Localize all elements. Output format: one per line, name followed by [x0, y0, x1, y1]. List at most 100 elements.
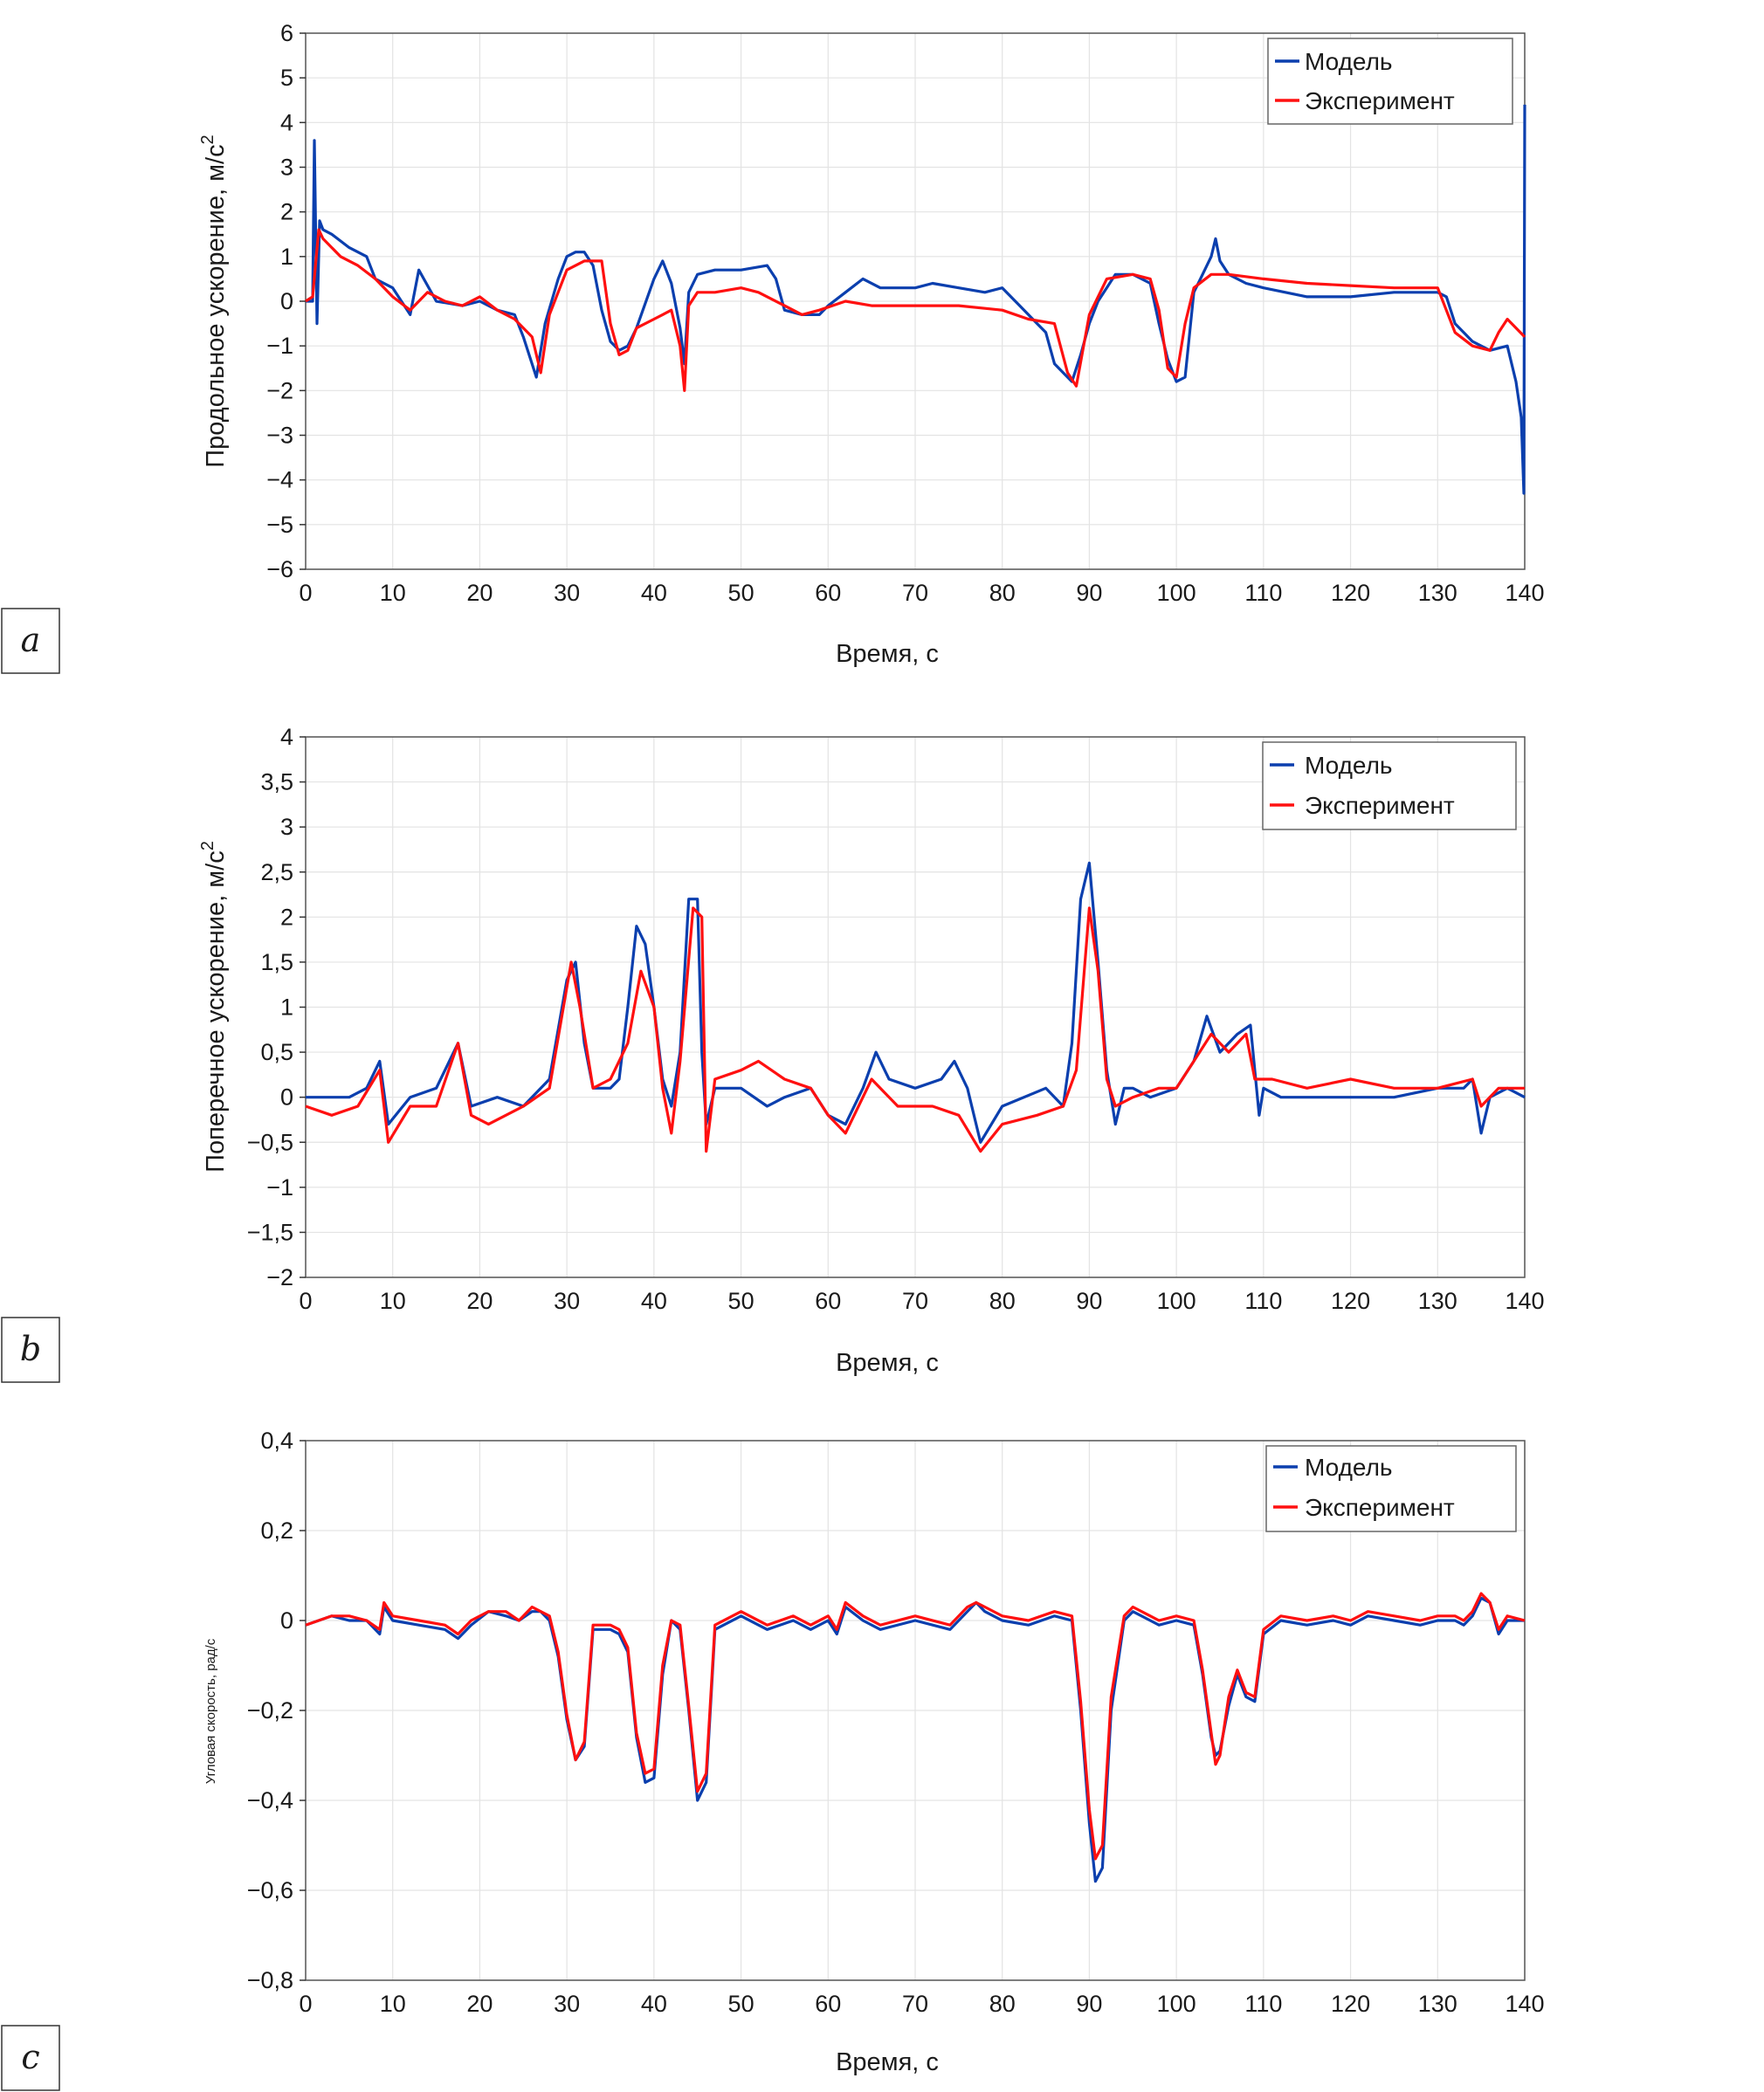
y-tick-label: −1 — [266, 333, 293, 359]
y-tick-label: −0,8 — [247, 1967, 293, 1993]
x-tick-label: 110 — [1244, 580, 1282, 606]
y-tick-label: 0 — [280, 1607, 293, 1634]
y-tick-label: 1 — [280, 244, 293, 270]
y-tick-label: 1,5 — [260, 949, 293, 975]
y-tick-label: −2 — [266, 1264, 293, 1290]
x-tick-label: 20 — [466, 1288, 493, 1314]
x-tick-label: 30 — [554, 1991, 580, 2017]
x-tick-label: 120 — [1331, 580, 1370, 606]
x-tick-label: 130 — [1418, 1991, 1457, 2017]
y-tick-label: −2 — [266, 377, 293, 403]
grid — [305, 32, 1526, 570]
legend: Модель Эксперимент — [1265, 1445, 1517, 1532]
x-tick-label: 100 — [1157, 1991, 1196, 2017]
y-tick-label: 2 — [280, 904, 293, 930]
legend-box — [1267, 38, 1513, 125]
chart-panel-c: 0 10 20 30 40 50 60 70 80 90 100 110 120 130 140 0,4 0,2… — [1, 1428, 1545, 2091]
y-tick-label: −5 — [266, 512, 293, 538]
y-tick-label: 0,2 — [260, 1517, 293, 1544]
series-experiment-line — [305, 1592, 1526, 1861]
series-experiment-line — [305, 228, 1526, 392]
legend-model-label: Модель — [1305, 752, 1393, 779]
panel-label-box — [1, 1317, 60, 1383]
y-tick-label: 3 — [280, 814, 293, 840]
x-tick-label: 40 — [641, 1991, 667, 2017]
legend-box — [1265, 1445, 1517, 1532]
x-tick-label: 40 — [641, 580, 667, 606]
chart-panel-b: 0 10 20 30 40 50 60 70 80 90 100 110 120 130 14043,532… — [1, 724, 1545, 1383]
legend-model-label: Модель — [1305, 1454, 1393, 1481]
series-experiment-line — [305, 906, 1525, 1153]
y-tick-label: 0,5 — [260, 1039, 293, 1065]
x-tick-label: 120 — [1331, 1991, 1370, 2017]
x-tick-label: 130 — [1418, 1288, 1457, 1314]
x-tick-label: 120 — [1331, 1288, 1370, 1314]
y-tick-label: 4 — [280, 109, 293, 135]
panel-label: a — [21, 621, 41, 659]
x-tick-label: 110 — [1244, 1288, 1282, 1314]
x-tick-label: 20 — [466, 580, 493, 606]
y-tick-label: 5 — [280, 65, 293, 91]
x-tick-label: 140 — [1505, 580, 1544, 606]
y-tick-label: −3 — [266, 423, 293, 449]
x-tick-label: 100 — [1157, 1288, 1196, 1314]
x-tick-label: 50 — [728, 1991, 755, 2017]
x-tick-label: 80 — [989, 1991, 1016, 2017]
y-tick-label: 4 — [280, 724, 293, 750]
x-tick-label: 60 — [815, 1288, 841, 1314]
x-tick-label: 30 — [554, 1288, 580, 1314]
legend-experiment-label: Эксперимент — [1305, 87, 1455, 114]
series-layer — [305, 861, 1526, 1153]
y-axis-label: Поперечное ускорение, м/с2 — [198, 841, 230, 1173]
x-tick-label: 90 — [1076, 1991, 1102, 2017]
y-tick-label: −0,5 — [247, 1129, 293, 1155]
y-tick-label: 0 — [280, 1084, 293, 1111]
panel-label-box — [1, 2025, 60, 2091]
y-tick-label: 3 — [280, 155, 293, 181]
y-tick-label: −0,2 — [247, 1697, 293, 1724]
legend: Модель Эксперимент — [1262, 741, 1517, 830]
x-tick-label: 90 — [1076, 580, 1102, 606]
legend-experiment-label: Эксперимент — [1305, 1494, 1455, 1521]
x-tick-label: 80 — [989, 1288, 1016, 1314]
x-tick-label: 10 — [380, 580, 406, 606]
x-tick-label: 0 — [299, 1991, 312, 2017]
x-tick-label: 70 — [902, 1288, 928, 1314]
x-tick-label: 50 — [728, 1288, 755, 1314]
y-tick-label: 2,5 — [260, 859, 293, 885]
y-tick-label: −1,5 — [247, 1219, 293, 1245]
series-layer — [305, 1592, 1526, 1883]
y-tick-label: 0 — [280, 288, 293, 314]
y-tick-label: −6 — [266, 556, 293, 582]
tick-layer: 0 10 20 30 40 50 60 70 80 90 100 110 120 130 140 0,4 0,2… — [247, 1428, 1545, 2017]
y-tick-label: 1 — [280, 994, 293, 1021]
x-tick-label: 50 — [728, 580, 755, 606]
tick-layer: 0 10 20 30 40 50 60 70 80 90 100 110 120 130 14043,532… — [247, 724, 1545, 1314]
x-tick-label: 70 — [902, 580, 928, 606]
x-tick-label: 130 — [1418, 580, 1457, 606]
panel-label-box — [1, 608, 60, 674]
y-tick-label: 0,4 — [260, 1428, 293, 1454]
y-axis-label: Угловая скорость, рад/с — [203, 1638, 218, 1784]
x-tick-label: 140 — [1505, 1991, 1544, 2017]
x-tick-label: 30 — [554, 580, 580, 606]
x-tick-label: 90 — [1076, 1288, 1102, 1314]
y-tick-label: −0,4 — [247, 1787, 293, 1813]
y-tick-label: 6 — [280, 20, 293, 46]
panel-label: c — [21, 2038, 39, 2076]
legend: Модель Эксперимент — [1267, 38, 1513, 125]
x-axis-label: Время, с — [836, 640, 939, 668]
panel-label: b — [20, 1330, 41, 1368]
x-tick-label: 0 — [299, 580, 312, 606]
x-tick-label: 60 — [815, 1991, 841, 2017]
x-tick-label: 60 — [815, 580, 841, 606]
legend-experiment-label: Эксперимент — [1305, 792, 1455, 819]
x-axis-label: Время, с — [836, 1349, 939, 1377]
legend-box — [1262, 741, 1517, 830]
y-tick-label: −1 — [266, 1174, 293, 1201]
y-tick-label: 3,5 — [260, 769, 293, 795]
x-tick-label: 140 — [1505, 1288, 1544, 1314]
y-axis-label: Продольное ускорение, м/с2 — [198, 134, 230, 467]
x-tick-label: 100 — [1157, 580, 1196, 606]
